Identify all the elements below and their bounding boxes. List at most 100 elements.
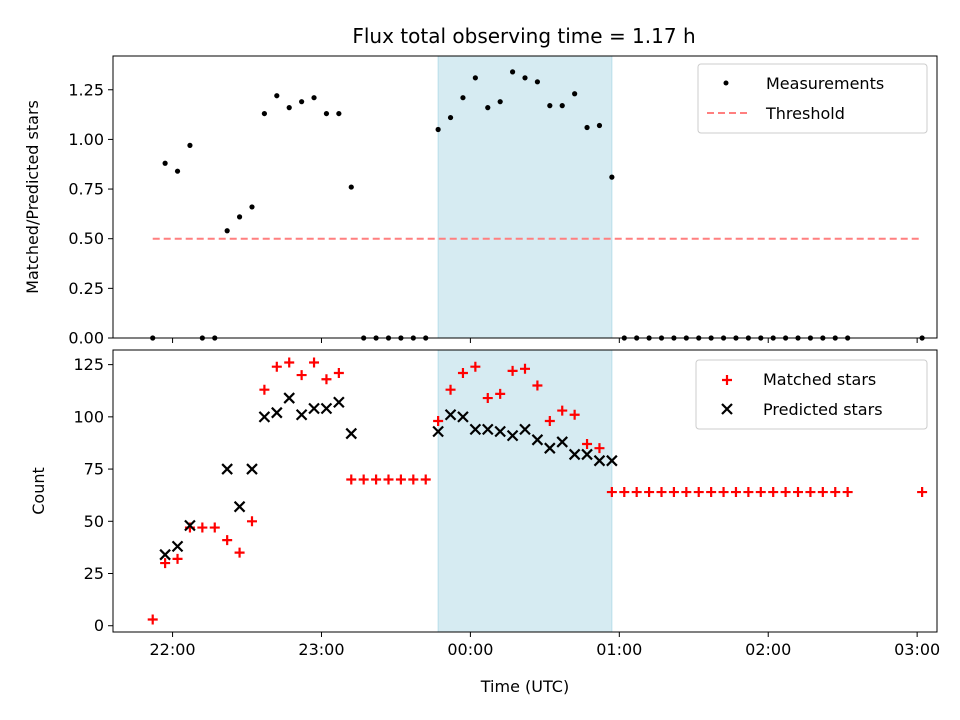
matched-stars-point	[296, 370, 307, 381]
predicted-stars-point	[469, 423, 482, 436]
measurement-point	[572, 91, 578, 97]
predicted-stars-point	[531, 434, 544, 446]
matched-stars-point	[457, 367, 468, 378]
matched-stars-point	[606, 487, 617, 498]
matched-stars-point	[234, 547, 245, 558]
measurement-point	[534, 79, 541, 85]
predicted-stars-point	[308, 402, 320, 415]
legend-plus-glyph	[722, 375, 732, 385]
predicted-stars-point	[556, 436, 569, 448]
matched-stars-point	[383, 474, 394, 485]
bottom-panel: 0 25 50 75 100 125 22:00 23:00 00:00 01:00 02:00 0…	[29, 349, 940, 696]
legend-matched-stars-label: Matched stars	[763, 370, 876, 389]
x-tick-label: 01:00	[596, 640, 642, 659]
predicted-stars-point	[258, 411, 271, 423]
matched-stars-point	[693, 487, 704, 498]
top-panel: 0.00 0.25 0.50 0.75 1.00 1.25 Matched/Predict…	[23, 55, 938, 348]
measurement-point	[286, 105, 292, 111]
predicted-stars-point	[568, 448, 581, 461]
measurement-point	[497, 99, 503, 105]
measurement-point	[336, 110, 342, 117]
matched-stars-point	[346, 474, 357, 485]
matched-stars-point	[358, 474, 369, 485]
top-y-ticks: 0.00 0.25 0.50 0.75 1.00 1.25	[68, 80, 113, 348]
matched-stars-point	[706, 487, 717, 498]
predicted-stars-point	[593, 454, 606, 467]
x-tick-label: 00:00	[447, 640, 493, 659]
y-tick-label: 0.25	[68, 279, 104, 298]
matched-stars-point	[644, 487, 655, 498]
predicted-stars-point	[494, 425, 506, 438]
legend-measurements-label: Measurements	[766, 74, 884, 93]
y-tick-label: 0	[94, 616, 104, 635]
predicted-stars-point	[283, 392, 295, 404]
matched-stars-point	[470, 361, 481, 372]
bottom-x-ticks: 22:00 23:00 00:00 01:00 02:00 03:00	[150, 632, 940, 659]
measurement-point	[224, 228, 230, 234]
matched-stars-point	[408, 474, 419, 485]
predicted-stars-point	[519, 423, 531, 436]
measurement-point	[236, 214, 243, 220]
matched-stars-point	[532, 380, 543, 391]
x-tick-label: 03:00	[894, 640, 940, 659]
top-legend-box	[697, 63, 928, 134]
y-tick-label: 100	[73, 407, 104, 426]
matched-stars-point	[569, 409, 580, 420]
predicted-stars-point	[506, 429, 519, 442]
legend-matched-stars-marker	[722, 375, 732, 385]
matched-stars-point	[594, 443, 605, 454]
matched-stars-point	[395, 474, 406, 485]
predicted-stars-point	[246, 463, 258, 475]
y-tick-label: 1.25	[68, 80, 104, 99]
matched-stars-point	[656, 487, 667, 498]
legend-x-glyph	[721, 403, 733, 415]
measurement-point	[187, 142, 193, 148]
matched-stars-point	[333, 367, 344, 378]
top-y-axis-label: Matched/Predicted stars	[23, 100, 42, 294]
matched-stars-point	[631, 487, 642, 498]
predicted-stars-point	[295, 408, 308, 421]
matched-stars-point	[482, 393, 493, 404]
matched-stars-point	[433, 416, 444, 427]
x-tick-label: 02:00	[745, 640, 791, 659]
measurement-point	[311, 95, 317, 101]
measurement-point	[249, 204, 255, 210]
matched-stars-point	[321, 374, 332, 385]
predicted-stars-point	[345, 427, 358, 440]
y-tick-label: 25	[84, 564, 104, 583]
matched-stars-point	[172, 553, 183, 564]
matched-stars-point	[222, 535, 233, 546]
measurement-point	[509, 69, 516, 75]
bottom-legend-box	[695, 359, 928, 430]
top-highlight-span	[437, 55, 613, 339]
matched-stars-point	[520, 363, 530, 374]
matched-stars-point	[743, 487, 754, 498]
measurement-point	[162, 160, 168, 166]
matched-stars-point	[420, 474, 431, 485]
matched-stars-point	[160, 558, 171, 569]
measurement-point	[299, 99, 305, 105]
y-tick-label: 0.50	[68, 229, 104, 248]
matched-stars-point	[284, 357, 295, 368]
matched-stars-point	[209, 522, 220, 533]
predicted-stars-point	[159, 548, 171, 561]
predicted-stars-point	[333, 396, 345, 408]
bottom-axes-frame	[112, 349, 938, 633]
measurement-point	[447, 114, 454, 121]
matched-stars-point	[259, 384, 270, 395]
top-legend: Measurements Threshold	[697, 63, 928, 134]
measurement-point	[596, 122, 603, 129]
measurement-point	[485, 105, 491, 111]
matched-stars-point	[557, 405, 568, 416]
y-tick-label: 0.75	[68, 180, 104, 199]
legend-predicted-stars-label: Predicted stars	[763, 400, 883, 419]
matched-stars-point	[793, 487, 804, 498]
bottom-highlight-span	[437, 349, 613, 633]
matched-stars-point	[271, 361, 282, 372]
predicted-stars-point	[606, 454, 618, 467]
matched-stars-point	[507, 365, 518, 376]
predicted-stars-point	[581, 448, 593, 461]
y-tick-label: 50	[84, 512, 104, 531]
matched-stars-point	[755, 487, 766, 498]
